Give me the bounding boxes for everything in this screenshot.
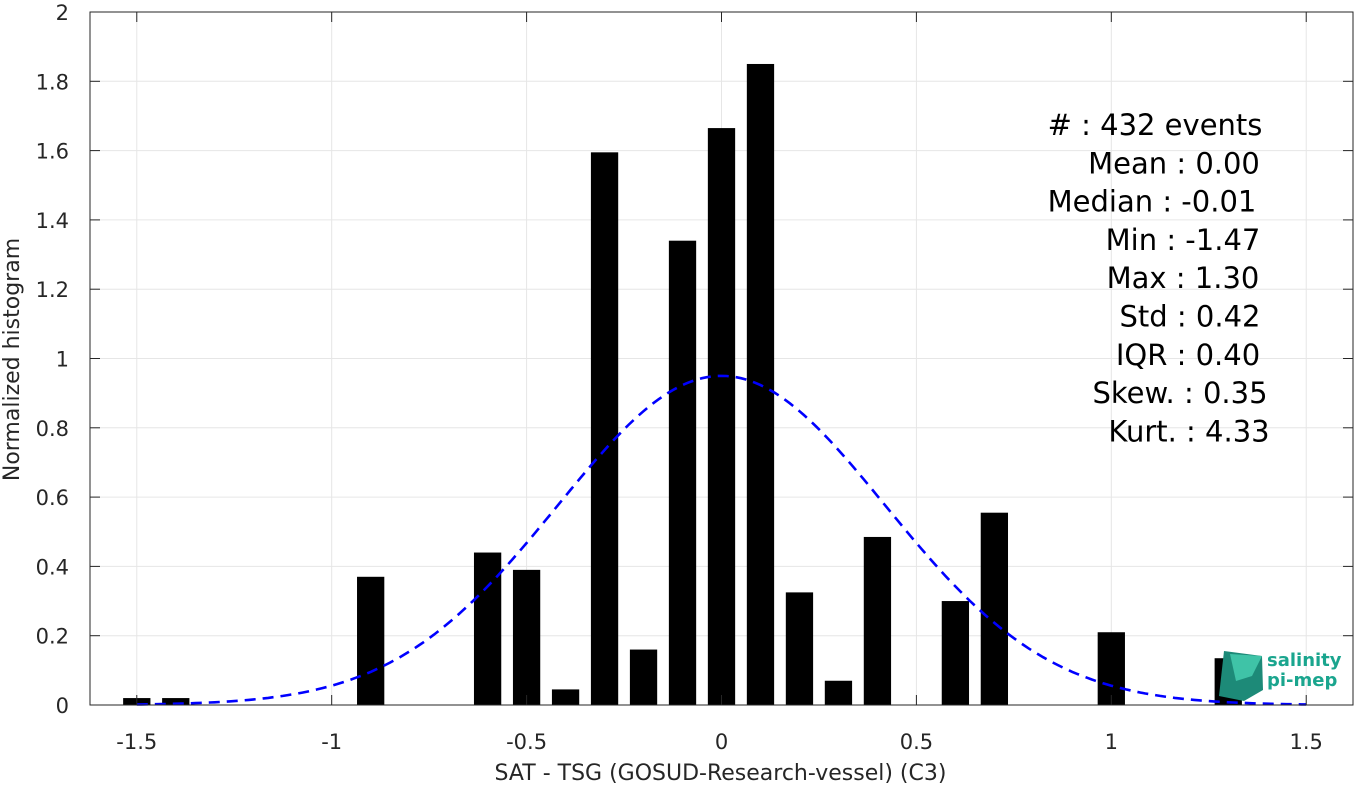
bar-16 <box>1097 632 1125 705</box>
stat-line-8: Kurt. : 4.33 <box>1108 414 1269 448</box>
bar-6 <box>590 152 619 705</box>
y-tick-label-5: 1 <box>56 348 69 372</box>
y-tick-label-4: 0.8 <box>36 417 69 441</box>
stat-line-6: IQR : 0.40 <box>1116 338 1260 372</box>
logo-text-pi-mep: pi-mep <box>1267 670 1337 691</box>
bar-13 <box>863 536 892 705</box>
stat-line-5: Std : 0.42 <box>1120 300 1261 334</box>
logo-text-salinity: salinity <box>1267 650 1342 671</box>
x-tick-label-1: -1 <box>321 730 342 754</box>
bar-4 <box>512 569 541 705</box>
axis-ticks: -1.5 -1 -0.5 0 0.5 1 1.5 0 0.2 0.4 0.6 0.8 1 1.2 1.4 1.… <box>36 1 1353 754</box>
gaussian-fit-curve <box>136 374 1307 706</box>
y-tick-label-1: 0.2 <box>36 625 69 649</box>
bar-11 <box>785 592 814 705</box>
bar-8 <box>668 240 697 705</box>
bar-15 <box>980 512 1009 705</box>
x-tick-label-5: 1 <box>1105 730 1118 754</box>
x-tick-label-0: -1.5 <box>116 730 157 754</box>
bars <box>123 63 1242 706</box>
stat-line-4: Max : 1.30 <box>1107 261 1260 295</box>
bar-1 <box>162 698 190 705</box>
y-tick-label-0: 0 <box>56 694 69 718</box>
x-tick-label-4: 0.5 <box>900 730 933 754</box>
bar-12 <box>824 680 853 705</box>
stat-line-1: Mean : 0.00 <box>1088 146 1260 180</box>
bar-3 <box>473 552 502 705</box>
stat-line-3: Min : -1.47 <box>1106 223 1261 257</box>
y-tick-label-9: 1.8 <box>36 70 69 94</box>
y-tick-label-7: 1.4 <box>36 209 69 233</box>
salinity-pi-mep-logo: salinity pi-mep <box>1219 650 1342 701</box>
y-axis-label: Normalized histogram <box>0 238 25 481</box>
y-tick-label-6: 1.2 <box>36 278 69 302</box>
x-tick-label-6: 1.5 <box>1290 730 1323 754</box>
bar-2 <box>357 576 385 705</box>
statistics-box: # : 432 events Mean : 0.00 Median : -0.01 M… <box>1048 108 1270 448</box>
bar-5 <box>551 689 580 705</box>
stat-line-0: # : 432 events <box>1048 108 1263 142</box>
bar-9 <box>707 128 736 705</box>
logo-emblem-facet-icon <box>1230 654 1262 681</box>
y-tick-label-2: 0.4 <box>36 555 69 579</box>
y-tick-label-10: 2 <box>56 1 69 25</box>
y-tick-label-3: 0.6 <box>36 486 69 510</box>
y-tick-label-8: 1.6 <box>36 140 69 164</box>
x-tick-label-3: 0 <box>715 730 728 754</box>
stat-line-7: Skew. : 0.35 <box>1092 376 1267 410</box>
bar-7 <box>629 649 658 705</box>
x-axis-label: SAT - TSG (GOSUD-Research-vessel) (C3) <box>495 761 947 785</box>
x-tick-label-2: -0.5 <box>506 730 547 754</box>
bar-14 <box>941 601 970 705</box>
stat-line-2: Median : -0.01 <box>1048 185 1257 219</box>
